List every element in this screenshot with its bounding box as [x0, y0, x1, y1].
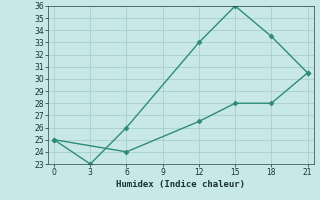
- X-axis label: Humidex (Indice chaleur): Humidex (Indice chaleur): [116, 180, 245, 189]
